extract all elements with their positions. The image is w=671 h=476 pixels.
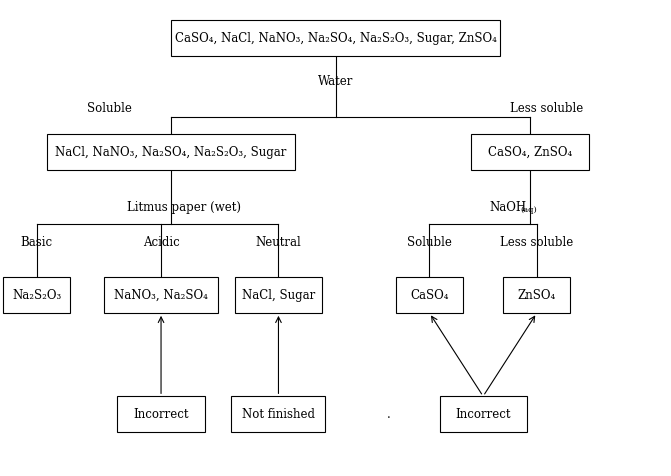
Text: NaCl, NaNO₃, Na₂SO₄, Na₂S₂O₃, Sugar: NaCl, NaNO₃, Na₂SO₄, Na₂S₂O₃, Sugar (56, 146, 287, 159)
FancyBboxPatch shape (104, 277, 218, 313)
FancyBboxPatch shape (471, 134, 589, 170)
FancyBboxPatch shape (235, 277, 322, 313)
Text: NaOH: NaOH (490, 201, 527, 214)
Text: NaCl, Sugar: NaCl, Sugar (242, 288, 315, 302)
Text: .: . (387, 407, 391, 421)
FancyBboxPatch shape (440, 396, 527, 432)
Text: ZnSO₄: ZnSO₄ (517, 288, 556, 302)
FancyBboxPatch shape (47, 134, 295, 170)
Text: Less soluble: Less soluble (500, 236, 574, 249)
Text: CaSO₄, ZnSO₄: CaSO₄, ZnSO₄ (488, 146, 572, 159)
Text: CaSO₄, NaCl, NaNO₃, Na₂SO₄, Na₂S₂O₃, Sugar, ZnSO₄: CaSO₄, NaCl, NaNO₃, Na₂SO₄, Na₂S₂O₃, Sug… (174, 31, 497, 45)
FancyBboxPatch shape (503, 277, 570, 313)
Text: CaSO₄: CaSO₄ (410, 288, 449, 302)
FancyBboxPatch shape (171, 20, 500, 56)
FancyBboxPatch shape (231, 396, 325, 432)
Text: Incorrect: Incorrect (134, 407, 189, 421)
Text: Soluble: Soluble (407, 236, 452, 249)
Text: Acidic: Acidic (143, 236, 179, 249)
Text: Soluble: Soluble (87, 101, 132, 115)
FancyBboxPatch shape (396, 277, 463, 313)
Text: (aq): (aq) (520, 207, 537, 214)
Text: Basic: Basic (21, 236, 53, 249)
Text: Not finished: Not finished (242, 407, 315, 421)
Text: Na₂S₂O₃: Na₂S₂O₃ (12, 288, 62, 302)
Text: Water: Water (318, 75, 353, 89)
Text: Neutral: Neutral (256, 236, 301, 249)
Text: Incorrect: Incorrect (456, 407, 511, 421)
Text: NaNO₃, Na₂SO₄: NaNO₃, Na₂SO₄ (114, 288, 208, 302)
FancyBboxPatch shape (3, 277, 70, 313)
Text: Litmus paper (wet): Litmus paper (wet) (127, 201, 242, 214)
FancyBboxPatch shape (117, 396, 205, 432)
Text: Less soluble: Less soluble (510, 101, 583, 115)
